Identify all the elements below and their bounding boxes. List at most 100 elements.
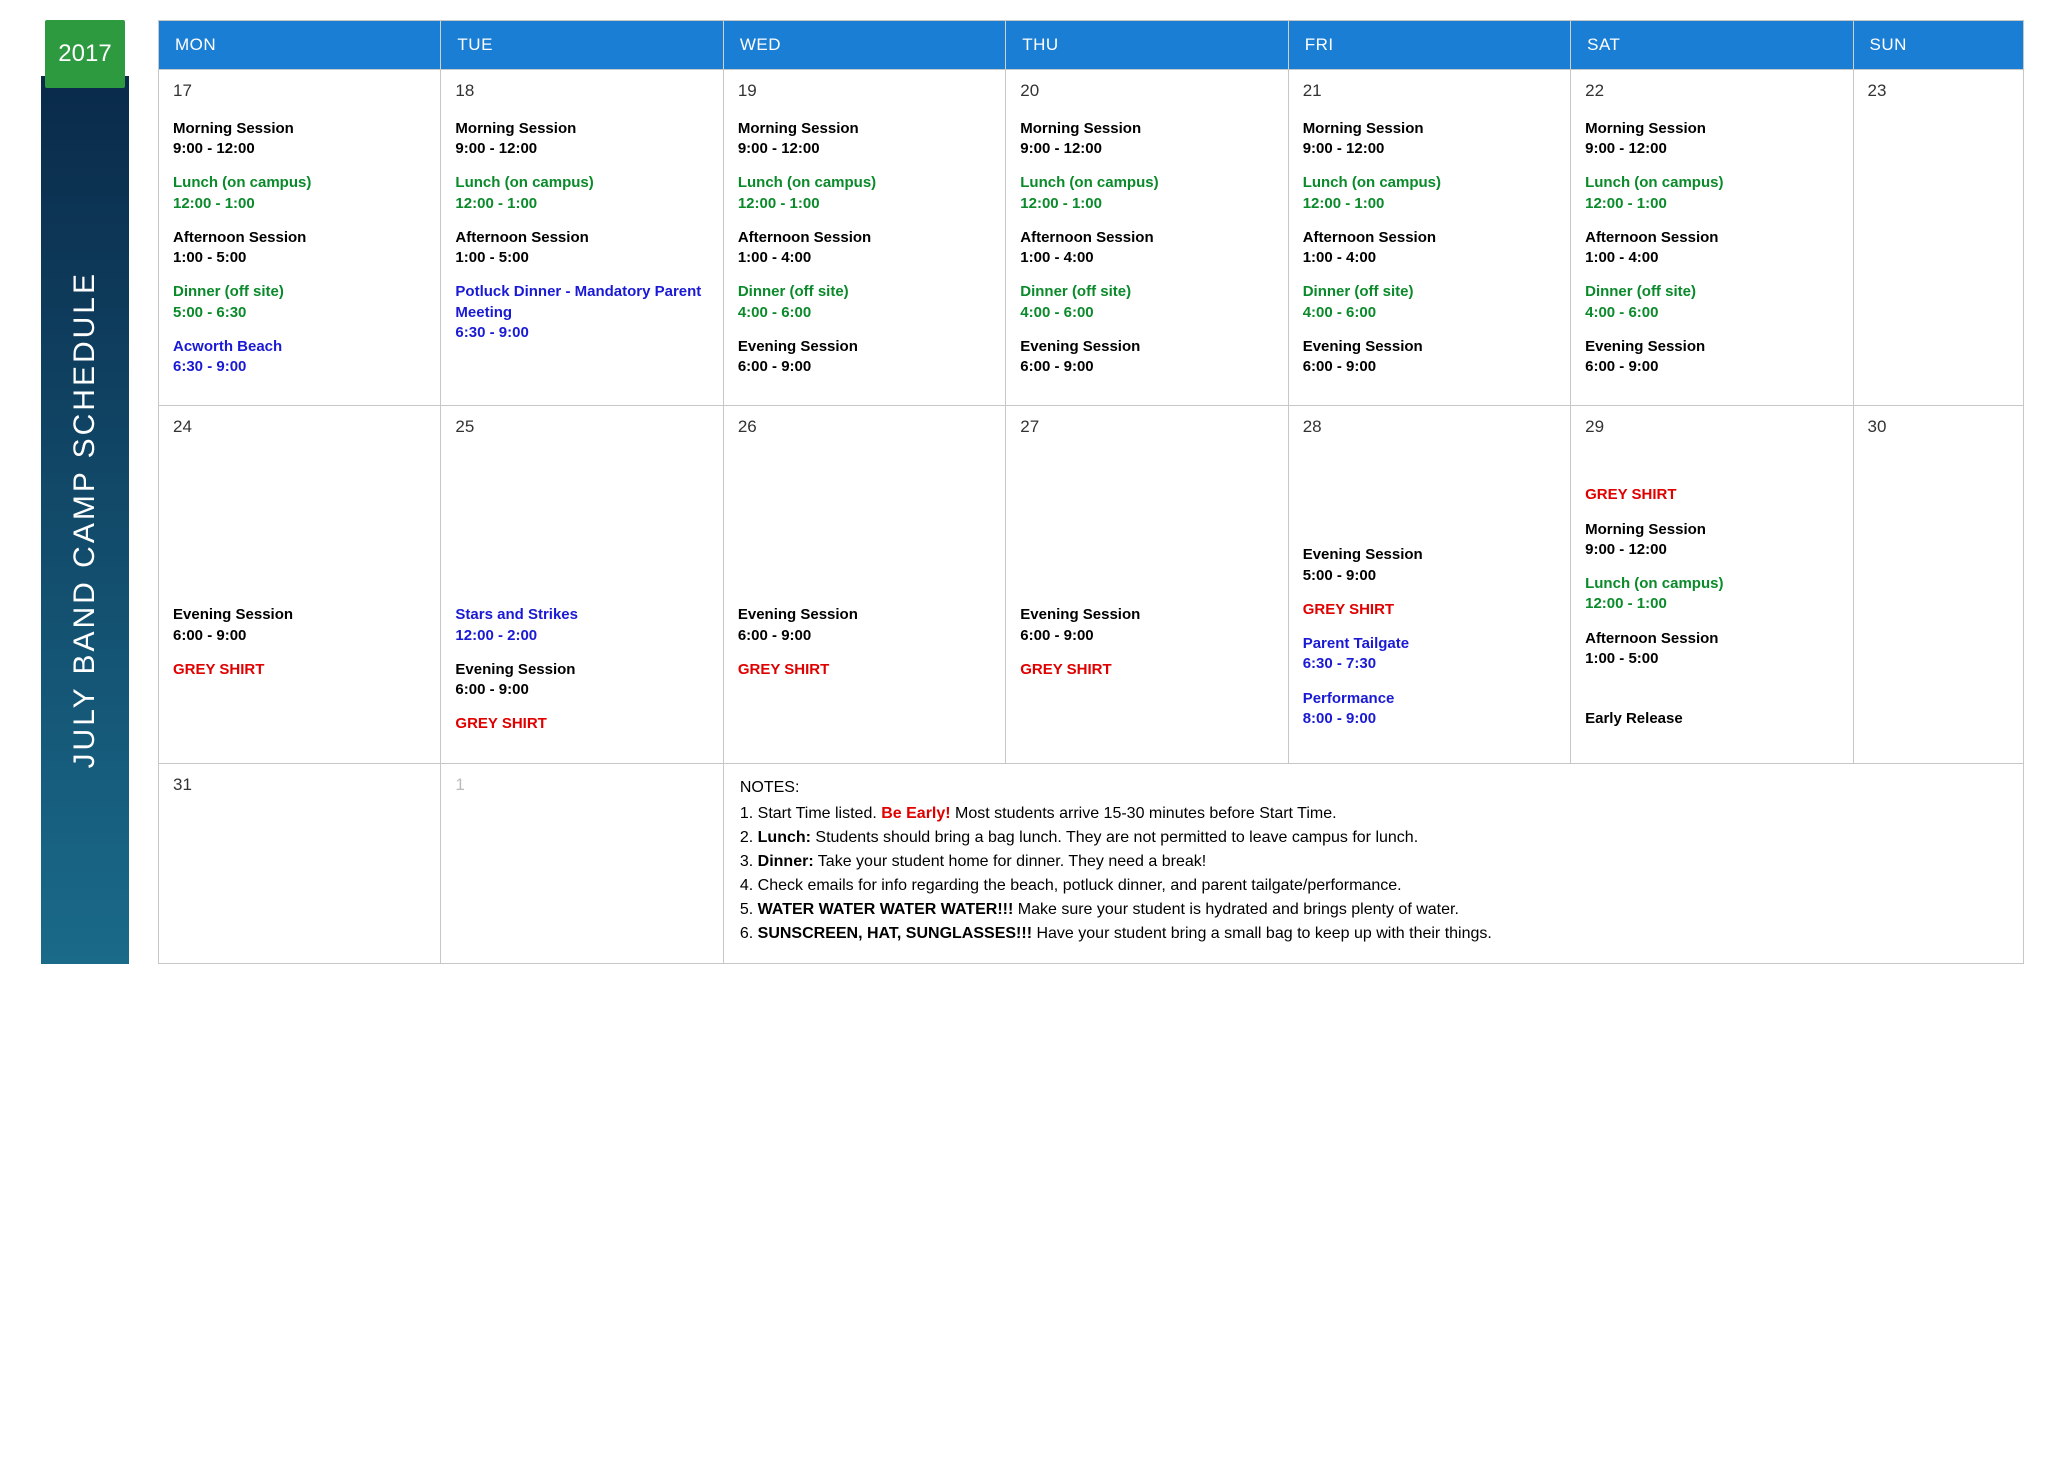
calendar-cell: 22 Morning Session9:00 - 12:00 Lunch (on c… [1571,70,1853,405]
calendar-cell: 29 GREY SHIRT Morning Session9:00 - 12:00 L… [1571,406,1853,762]
calendar-row: 17 Morning Session9:00 - 12:00 Lunch (on c… [159,69,2023,405]
event: Evening Session6:00 - 9:00 [738,337,991,378]
calendar-cell: 21 Morning Session9:00 - 12:00 Lunch (on c… [1289,70,1571,405]
calendar-cell: 18 Morning Session9:00 - 12:00 Lunch (on c… [441,70,723,405]
day-header: TUE [441,21,723,69]
day-number: 22 [1585,80,1838,103]
event: Dinner (off site)4:00 - 6:00 [1020,282,1273,323]
event: Afternoon Session1:00 - 4:00 [1585,228,1838,269]
event: Evening Session6:00 - 9:00 [1020,605,1273,646]
day-number: 20 [1020,80,1273,103]
calendar-body: 17 Morning Session9:00 - 12:00 Lunch (on c… [159,69,2023,963]
calendar: MONTUEWEDTHUFRISATSUN 17 Morning Session9… [158,20,2024,964]
day-number: 23 [1868,80,2009,103]
calendar-cell: 27 Evening Session6:00 - 9:00 GREY SHIRT [1006,406,1288,762]
event: Dinner (off site)4:00 - 6:00 [1303,282,1556,323]
event: Dinner (off site)4:00 - 6:00 [738,282,991,323]
calendar-header: MONTUEWEDTHUFRISATSUN [159,21,2023,69]
event: GREY SHIRT [1585,485,1838,505]
event: Potluck Dinner - Mandatory Parent Meetin… [455,282,708,343]
calendar-cell: 17 Morning Session9:00 - 12:00 Lunch (on c… [159,70,441,405]
calendar-cell: 31 [159,764,441,963]
event: GREY SHIRT [173,660,426,680]
event: GREY SHIRT [738,660,991,680]
notes-line: 5. WATER WATER WATER WATER!!! Make sure … [740,898,2007,922]
event: Morning Session9:00 - 12:00 [1585,119,1838,160]
event: Morning Session9:00 - 12:00 [738,119,991,160]
notes-line: 4. Check emails for info regarding the b… [740,874,2007,898]
event: GREY SHIRT [1020,660,1273,680]
event: Parent Tailgate6:30 - 7:30 [1303,634,1556,675]
day-number: 18 [455,80,708,103]
day-number: 26 [738,416,991,439]
title-bar: JULY BAND CAMP SCHEDULE [41,76,129,964]
event: Afternoon Session1:00 - 5:00 [173,228,426,269]
day-number: 24 [173,416,426,439]
event: Lunch (on campus)12:00 - 1:00 [1585,574,1838,615]
calendar-cell: 28 Evening Session5:00 - 9:00 GREY SHIRT Pa… [1289,406,1571,762]
event: Evening Session5:00 - 9:00 [1303,545,1556,586]
event: Performance8:00 - 9:00 [1303,689,1556,730]
day-header: MON [159,21,441,69]
event: Dinner (off site)5:00 - 6:30 [173,282,426,323]
event: Evening Session6:00 - 9:00 [1020,337,1273,378]
day-number: 19 [738,80,991,103]
calendar-row: 24Evening Session6:00 - 9:00GREY SHIRT25… [159,405,2023,762]
event: Evening Session6:00 - 9:00 [455,660,708,701]
event: GREY SHIRT [455,714,708,734]
day-number: 30 [1868,416,2009,439]
calendar-cell: 23 [1854,70,2023,405]
day-header: WED [724,21,1006,69]
calendar-row: 31 1 NOTES:1. Start Time listed. Be Early!… [159,763,2023,963]
event: GREY SHIRT [1303,600,1556,620]
event: Morning Session9:00 - 12:00 [1585,520,1838,561]
event: Evening Session6:00 - 9:00 [1303,337,1556,378]
page-title: JULY BAND CAMP SCHEDULE [68,271,102,768]
calendar-cell: 26Evening Session6:00 - 9:00GREY SHIRT [724,406,1006,762]
notes-line: 3. Dinner: Take your student home for di… [740,850,2007,874]
day-header: FRI [1289,21,1571,69]
day-number: 17 [173,80,426,103]
day-number: 1 [455,774,708,797]
event: Afternoon Session1:00 - 4:00 [1020,228,1273,269]
calendar-cell: 30 [1854,406,2023,762]
notes-line: 6. SUNSCREEN, HAT, SUNGLASSES!!! Have yo… [740,922,2007,946]
event: Evening Session6:00 - 9:00 [1585,337,1838,378]
day-number: 31 [173,774,426,797]
day-number: 28 [1303,416,1556,439]
notes-line: 1. Start Time listed. Be Early! Most stu… [740,802,2007,826]
notes-cell: NOTES:1. Start Time listed. Be Early! Mo… [724,764,2023,963]
day-header: SAT [1571,21,1853,69]
event: Lunch (on campus)12:00 - 1:00 [1303,173,1556,214]
day-number: 29 [1585,416,1838,439]
sidebar: 2017 JULY BAND CAMP SCHEDULE [30,20,140,964]
day-header: THU [1006,21,1288,69]
event: Dinner (off site)4:00 - 6:00 [1585,282,1838,323]
event: Lunch (on campus)12:00 - 1:00 [173,173,426,214]
calendar-cell: 24 Evening Session6:00 - 9:00 GREY SHIRT [159,406,441,762]
event: Morning Session9:00 - 12:00 [1020,119,1273,160]
notes-line: 2. Lunch: Students should bring a bag lu… [740,826,2007,850]
event: Lunch (on campus)12:00 - 1:00 [1585,173,1838,214]
day-number: 27 [1020,416,1273,439]
event: Acworth Beach6:30 - 9:00 [173,337,426,378]
notes-title: NOTES: [740,776,2007,800]
event: Morning Session9:00 - 12:00 [173,119,426,160]
event: Lunch (on campus)12:00 - 1:00 [738,173,991,214]
event: Lunch (on campus)12:00 - 1:00 [1020,173,1273,214]
calendar-cell: 25Stars and Strikes12:00 - 2:00Evening S… [441,406,723,762]
event: Evening Session6:00 - 9:00 [173,605,426,646]
event: Afternoon Session1:00 - 4:00 [738,228,991,269]
event: Morning Session9:00 - 12:00 [1303,119,1556,160]
event: Morning Session9:00 - 12:00 [455,119,708,160]
calendar-cell: 19 Morning Session9:00 - 12:00 Lunch (on c… [724,70,1006,405]
event: Afternoon Session1:00 - 5:00 [455,228,708,269]
event: Stars and Strikes12:00 - 2:00 [455,605,708,646]
calendar-cell: 20 Morning Session9:00 - 12:00 Lunch (on c… [1006,70,1288,405]
day-number: 21 [1303,80,1556,103]
event: Afternoon Session1:00 - 5:00 [1585,629,1838,670]
event: Early Release [1585,709,1838,729]
year-badge: 2017 [45,20,125,88]
event: Lunch (on campus)12:00 - 1:00 [455,173,708,214]
day-header: SUN [1854,21,2023,69]
